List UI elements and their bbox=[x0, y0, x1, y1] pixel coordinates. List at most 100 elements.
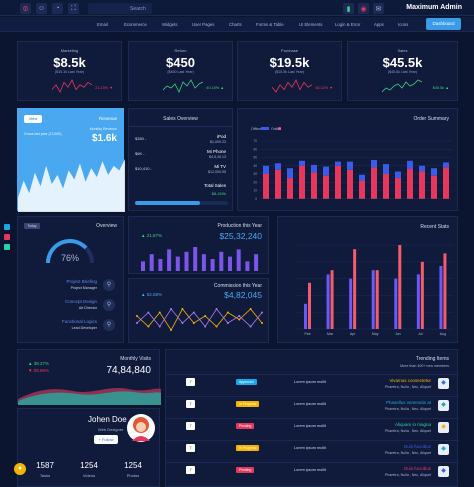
phone-icon[interactable]: ▮ bbox=[343, 3, 354, 14]
profile-card: Johen Doe Web Designer + Follow ● 1587 T… bbox=[14, 408, 160, 487]
view-button[interactable]: View bbox=[24, 115, 42, 123]
bar-offline bbox=[275, 169, 281, 199]
sales-item-price: $350 - bbox=[135, 136, 147, 141]
kpi-sub: ($450 Last Year) bbox=[167, 70, 194, 74]
kpi-card: Sales $45.5k ($45.5k Last Year) $45.5k ▲ bbox=[347, 41, 458, 101]
trend-row-number[interactable]: 7 bbox=[186, 444, 195, 452]
overview-person-name: Concept Design bbox=[64, 299, 97, 304]
bar-online bbox=[395, 171, 401, 179]
menu-item-forms[interactable]: Forms & Table bbox=[256, 22, 284, 27]
bar-offline bbox=[395, 178, 401, 199]
overview-person-icon[interactable]: ⚲ bbox=[103, 299, 115, 311]
y-tick-label: 40 bbox=[253, 164, 257, 168]
bar-online bbox=[431, 168, 437, 176]
overview-person-role: Art Director bbox=[78, 306, 97, 310]
trend-item-sub: Pharetra, Nulla , Nec, Aliquet bbox=[384, 407, 431, 411]
menu-item-charts[interactable]: Charts bbox=[229, 22, 242, 27]
trend-item-sub: Pharetra, Nulla , Nec, Aliquet bbox=[384, 385, 431, 389]
visits-change-down-value: 09.86% bbox=[33, 368, 49, 373]
bar-online bbox=[371, 159, 377, 168]
trend-row-text: Lorem ipsum mollit bbox=[294, 424, 326, 428]
trend-item-sub: Pharetra, Nulla , Nec, Aliquet bbox=[384, 451, 431, 455]
arrow-icon: ▲ bbox=[445, 86, 449, 90]
bar-offline bbox=[263, 174, 269, 199]
recent-stats-title: Recent Stats bbox=[420, 224, 449, 230]
search-input[interactable]: Search bbox=[88, 3, 152, 14]
y-tick-label: 0 bbox=[255, 197, 257, 201]
follow-button[interactable]: + Follow bbox=[94, 435, 118, 444]
commission-point bbox=[238, 315, 241, 317]
overview-person-name: Project Briefing bbox=[66, 279, 97, 284]
record-icon[interactable]: ◉ bbox=[358, 3, 369, 14]
chat-icon[interactable]: ✉ bbox=[373, 3, 384, 14]
commission-point bbox=[204, 315, 207, 317]
overview-card: Today Overview 76% Project Briefing Proj… bbox=[17, 216, 124, 343]
menu-item-ecommerce[interactable]: Ecommerce bbox=[124, 22, 147, 27]
bell-icon[interactable]: ◔ bbox=[52, 3, 63, 14]
production-bar bbox=[201, 254, 206, 271]
commission-point bbox=[158, 311, 161, 314]
kpi-title: Sales bbox=[397, 48, 408, 53]
commission-point bbox=[249, 308, 252, 310]
menu-item-icons[interactable]: Icons bbox=[398, 22, 409, 27]
menu-item-login[interactable]: Login & Error bbox=[335, 22, 361, 27]
sales-item-price: $6K - bbox=[135, 151, 145, 156]
menu-item-apps[interactable]: Apps bbox=[374, 22, 384, 27]
profile-avatar bbox=[127, 414, 155, 442]
commission-point bbox=[261, 311, 263, 314]
x-tick-label: Mar bbox=[327, 332, 334, 336]
overview-gauge bbox=[46, 239, 94, 264]
trend-item-name[interactable]: Phasellus venenatis at bbox=[385, 400, 431, 405]
trend-row-number[interactable]: 7 bbox=[186, 400, 195, 408]
side-chat-icon[interactable] bbox=[4, 244, 10, 250]
legend-label-online: Online bbox=[271, 127, 281, 131]
bar-offline bbox=[335, 165, 341, 199]
x-tick-label: Apr bbox=[350, 332, 356, 336]
y-tick-label: 20 bbox=[253, 180, 257, 184]
dashboard-button[interactable]: Dashboard bbox=[426, 18, 461, 30]
y-tick-label: 60 bbox=[253, 147, 257, 151]
trend-item-name[interactable]: Duis fuucibus bbox=[403, 444, 431, 449]
bar-online bbox=[443, 162, 449, 168]
side-toggle-icon[interactable] bbox=[4, 224, 10, 230]
monthly-visits-card: Monthly Visits 74,84,840 ▲ 38.27% ▼ 09.8… bbox=[17, 349, 161, 405]
overview-person-icon[interactable]: ⚲ bbox=[103, 319, 115, 331]
trend-item-icon: ◆ bbox=[438, 422, 449, 433]
gear-icon[interactable]: ⚙ bbox=[20, 3, 31, 14]
kpi-sparkline bbox=[52, 79, 92, 93]
trend-row-number[interactable]: 7 bbox=[186, 422, 195, 430]
trend-row-number[interactable]: 7 bbox=[186, 466, 195, 474]
overview-percent: 76% bbox=[60, 253, 79, 263]
kpi-change-value: 48.12% bbox=[315, 86, 329, 90]
trend-item-name[interactable]: Aliquam in magna bbox=[394, 422, 431, 427]
menu-item-user-pages[interactable]: User Pages bbox=[192, 22, 215, 27]
menu-item-email[interactable]: Email bbox=[97, 22, 108, 27]
commission-point bbox=[136, 315, 138, 317]
bar-offline bbox=[299, 165, 305, 199]
bar-online bbox=[263, 165, 269, 174]
bar-online bbox=[287, 168, 293, 179]
revenue-value: $1.6k bbox=[91, 133, 117, 144]
commission-line bbox=[136, 308, 263, 328]
sales-item-name: iPod bbox=[216, 134, 226, 139]
side-settings-icon[interactable] bbox=[4, 234, 10, 240]
row-divider bbox=[166, 418, 459, 419]
trend-item-name[interactable]: Duis fuucibus bbox=[403, 466, 431, 471]
y-tick-label: 50 bbox=[253, 156, 257, 160]
order-summary-card: Order Summary Offline Online 70 60 50 40 30 20 1… bbox=[237, 108, 458, 211]
menu-bar: Email Ecommerce Widgets User Pages Chart… bbox=[0, 17, 474, 32]
menu-item-ui-elements[interactable]: UI Elements bbox=[299, 22, 323, 27]
production-bar bbox=[184, 251, 189, 271]
trend-item-name[interactable]: Vivamus consectetur bbox=[389, 378, 431, 383]
user-icon[interactable]: ☺ bbox=[36, 3, 47, 14]
recent-stats-chart: Feb Mar Apr May Jun Jul Aug bbox=[296, 244, 454, 336]
trend-row-number[interactable]: 7 bbox=[186, 378, 195, 386]
kpi-sub: ($15.5k Last Year) bbox=[274, 70, 305, 74]
commission-value: $4,82,045 bbox=[224, 290, 262, 300]
commission-line-chart bbox=[136, 308, 263, 331]
menu-item-widgets[interactable]: Widgets bbox=[162, 22, 178, 27]
fullscreen-icon[interactable]: ⛶ bbox=[68, 3, 79, 14]
overview-person-icon[interactable]: ⚲ bbox=[103, 279, 115, 291]
bar-offline bbox=[371, 167, 377, 199]
kpi-title: Return bbox=[174, 48, 187, 53]
